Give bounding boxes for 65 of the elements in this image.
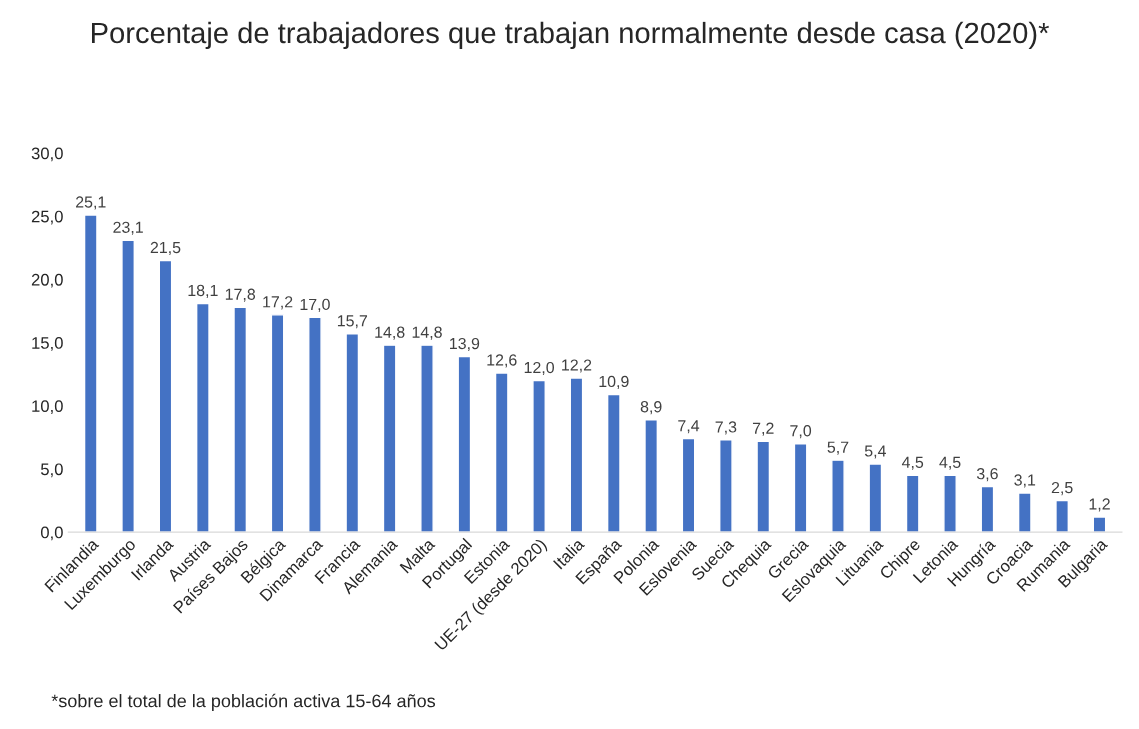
data-label: 7,3 — [715, 421, 737, 435]
bar — [868, 463, 883, 533]
data-label: 4,5 — [939, 456, 961, 470]
data-label: 3,6 — [976, 468, 998, 482]
bar — [457, 355, 472, 533]
data-label: 7,0 — [790, 425, 812, 439]
y-tick-label: 10,0 — [32, 400, 63, 414]
bar — [793, 443, 808, 533]
data-label: 25,1 — [76, 196, 106, 210]
bar — [980, 485, 995, 533]
data-label: 17,2 — [263, 296, 293, 310]
data-label: 17,8 — [225, 288, 256, 302]
data-label: 21,5 — [150, 241, 181, 256]
data-label: 13,9 — [450, 337, 480, 352]
data-label: 10,9 — [599, 375, 629, 389]
bar — [158, 259, 173, 533]
data-label: 12,6 — [487, 354, 517, 368]
bar — [681, 437, 696, 533]
data-label: 14,8 — [412, 326, 442, 340]
bar — [308, 316, 322, 533]
data-label: 8,9 — [640, 401, 662, 415]
text: *sobre el total de la población activa 15-64 años — [51, 693, 436, 711]
bar — [644, 419, 659, 533]
y-tick-label: 20,0 — [31, 273, 63, 288]
data-label: 15,7 — [337, 315, 368, 329]
bar — [831, 459, 845, 533]
data-label: 5,4 — [864, 445, 886, 459]
data-label: 7,2 — [752, 422, 774, 436]
bar — [1055, 499, 1069, 533]
bar — [1092, 516, 1107, 533]
bar — [345, 333, 360, 533]
data-label: 4,5 — [901, 456, 924, 470]
data-label: 18,1 — [188, 284, 218, 299]
data-label: 2,5 — [1051, 481, 1073, 496]
data-label: 3,1 — [1014, 474, 1036, 488]
data-label: 12,0 — [524, 361, 555, 376]
data-label: 14,8 — [375, 326, 405, 340]
data-label: 5,7 — [827, 441, 849, 455]
y-tick-label: 5,0 — [40, 463, 63, 478]
y-tick-label: 25,0 — [31, 210, 63, 225]
bar — [569, 377, 584, 533]
bar — [83, 214, 98, 533]
data-label: 7,4 — [678, 420, 700, 434]
bar — [270, 314, 285, 533]
bar — [121, 239, 135, 533]
data-label: 1,2 — [1089, 498, 1110, 512]
data-label: 12,2 — [562, 359, 592, 373]
bar — [494, 372, 509, 533]
bar — [195, 302, 210, 533]
bar — [382, 344, 397, 533]
bar — [719, 439, 733, 533]
bar — [233, 306, 248, 533]
bar — [420, 344, 434, 533]
bar — [532, 379, 546, 533]
chart-title: Porcentaje de trabajadores que trabajan normalmente desde casa (2020)* — [92, 21, 1050, 50]
y-tick-label: 15,0 — [32, 337, 63, 351]
bar — [606, 393, 621, 533]
data-label: 17,0 — [300, 298, 330, 312]
y-tick-label: 30,0 — [31, 147, 63, 162]
y-tick-label: 0,0 — [40, 526, 63, 541]
bar — [1017, 492, 1032, 533]
data-label: 23,1 — [113, 221, 143, 235]
bar — [756, 440, 771, 533]
bar — [905, 474, 920, 533]
bar — [943, 474, 957, 533]
